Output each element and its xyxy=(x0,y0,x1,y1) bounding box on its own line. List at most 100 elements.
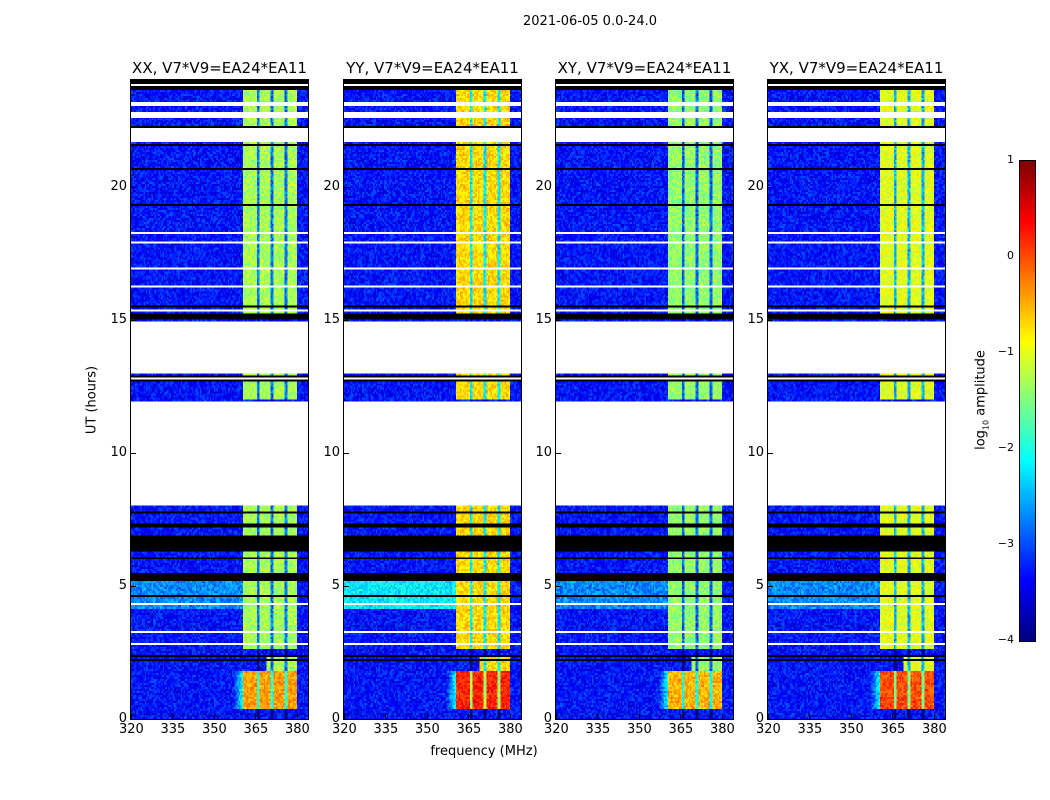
y-tick-label: 0 xyxy=(543,711,552,726)
x-tick-mark xyxy=(680,714,682,719)
x-tick-label: 380 xyxy=(284,722,310,737)
x-tick-mark xyxy=(426,714,428,719)
x-tick-mark xyxy=(385,714,387,719)
x-tick-label: 335 xyxy=(585,722,611,737)
heatmap-panel xyxy=(343,79,522,720)
x-tick-label: 350 xyxy=(414,722,440,737)
x-tick-label: 350 xyxy=(201,722,227,737)
x-tick-mark xyxy=(721,714,723,719)
x-tick-mark xyxy=(850,714,852,719)
panel-title: YY, V7*V9=EA24*EA11 xyxy=(346,59,519,77)
x-tick-label: 365 xyxy=(456,722,482,737)
x-tick-label: 320 xyxy=(756,722,781,737)
x-tick-label: 380 xyxy=(497,722,523,737)
y-tick-mark xyxy=(556,719,561,720)
y-tick-label: 0 xyxy=(755,711,764,726)
y-tick-label: 10 xyxy=(535,444,552,460)
y-tick-mark xyxy=(344,585,349,587)
x-tick-label: 365 xyxy=(880,722,906,737)
y-tick-mark xyxy=(768,452,773,454)
colorbar-tick-label: −4 xyxy=(997,633,1014,646)
colorbar-tick-label: 0 xyxy=(1007,249,1014,262)
y-tick-label: 5 xyxy=(755,577,764,593)
figure-title: 2021-06-05 0.0-24.0 xyxy=(523,14,657,29)
y-tick-label: 20 xyxy=(323,178,340,194)
y-tick-mark xyxy=(131,452,136,454)
y-tick-label: 10 xyxy=(747,444,764,460)
x-tick-label: 350 xyxy=(838,722,864,737)
y-tick-mark xyxy=(768,319,773,321)
x-tick-mark xyxy=(809,714,811,719)
y-tick-label: 20 xyxy=(110,178,127,194)
y-tick-label: 15 xyxy=(110,311,127,327)
x-tick-mark xyxy=(344,714,345,719)
x-tick-mark xyxy=(892,714,894,719)
x-tick-mark xyxy=(131,714,132,719)
x-axis-label: frequency (MHz) xyxy=(430,744,538,759)
y-tick-mark xyxy=(344,186,349,188)
x-tick-label: 380 xyxy=(921,722,947,737)
y-tick-label: 15 xyxy=(747,311,764,327)
x-tick-label: 335 xyxy=(797,722,823,737)
y-axis-label: UT (hours) xyxy=(84,365,100,435)
y-tick-mark xyxy=(131,719,136,720)
x-tick-mark xyxy=(509,714,511,719)
y-tick-label: 5 xyxy=(118,577,127,593)
x-tick-mark xyxy=(255,714,257,719)
y-tick-mark xyxy=(768,585,773,587)
y-tick-mark xyxy=(131,186,136,188)
y-tick-mark xyxy=(556,585,561,587)
y-tick-mark xyxy=(556,186,561,188)
x-tick-label: 320 xyxy=(119,722,144,737)
x-tick-label: 335 xyxy=(160,722,186,737)
heatmap-panel xyxy=(130,79,309,720)
x-tick-label: 350 xyxy=(626,722,652,737)
colorbar-tick-label: −2 xyxy=(997,441,1014,454)
y-tick-mark xyxy=(344,319,349,321)
y-tick-label: 0 xyxy=(118,711,127,726)
colorbar-tick-label: −1 xyxy=(997,345,1014,358)
y-tick-label: 15 xyxy=(535,311,552,327)
y-tick-label: 15 xyxy=(323,311,340,327)
panel-title: XX, V7*V9=EA24*EA11 xyxy=(132,59,307,77)
colorbar-label: log10 amplitude xyxy=(973,350,991,450)
y-tick-mark xyxy=(131,319,136,321)
y-tick-label: 5 xyxy=(331,577,340,593)
colorbar-tick-label: 1 xyxy=(1007,153,1014,166)
heatmap-panel xyxy=(555,79,734,720)
x-tick-mark xyxy=(933,714,935,719)
y-tick-mark xyxy=(556,319,561,321)
x-tick-label: 335 xyxy=(373,722,399,737)
y-tick-mark xyxy=(344,452,349,454)
y-tick-label: 5 xyxy=(543,577,552,593)
y-tick-label: 20 xyxy=(747,178,764,194)
x-tick-mark xyxy=(213,714,215,719)
y-tick-mark xyxy=(131,585,136,587)
y-tick-label: 0 xyxy=(331,711,340,726)
x-tick-label: 320 xyxy=(544,722,569,737)
x-tick-mark xyxy=(597,714,599,719)
y-tick-mark xyxy=(556,452,561,454)
x-tick-label: 380 xyxy=(709,722,735,737)
x-tick-label: 320 xyxy=(332,722,357,737)
colorbar-tick-label: −3 xyxy=(997,537,1014,550)
heatmap-panel xyxy=(767,79,946,720)
y-tick-mark xyxy=(344,719,349,720)
x-tick-mark xyxy=(468,714,470,719)
x-tick-mark xyxy=(172,714,174,719)
x-tick-mark xyxy=(638,714,640,719)
x-tick-mark xyxy=(296,714,298,719)
x-tick-mark xyxy=(556,714,557,719)
panel-title: YX, V7*V9=EA24*EA11 xyxy=(769,59,944,77)
y-tick-label: 10 xyxy=(110,444,127,460)
y-tick-mark xyxy=(768,186,773,188)
y-tick-label: 20 xyxy=(535,178,552,194)
panel-title: XY, V7*V9=EA24*EA11 xyxy=(557,59,732,77)
y-tick-mark xyxy=(768,719,773,720)
x-tick-label: 365 xyxy=(243,722,269,737)
colorbar xyxy=(1019,160,1036,642)
x-tick-mark xyxy=(768,714,769,719)
x-tick-label: 365 xyxy=(668,722,694,737)
y-tick-label: 10 xyxy=(323,444,340,460)
